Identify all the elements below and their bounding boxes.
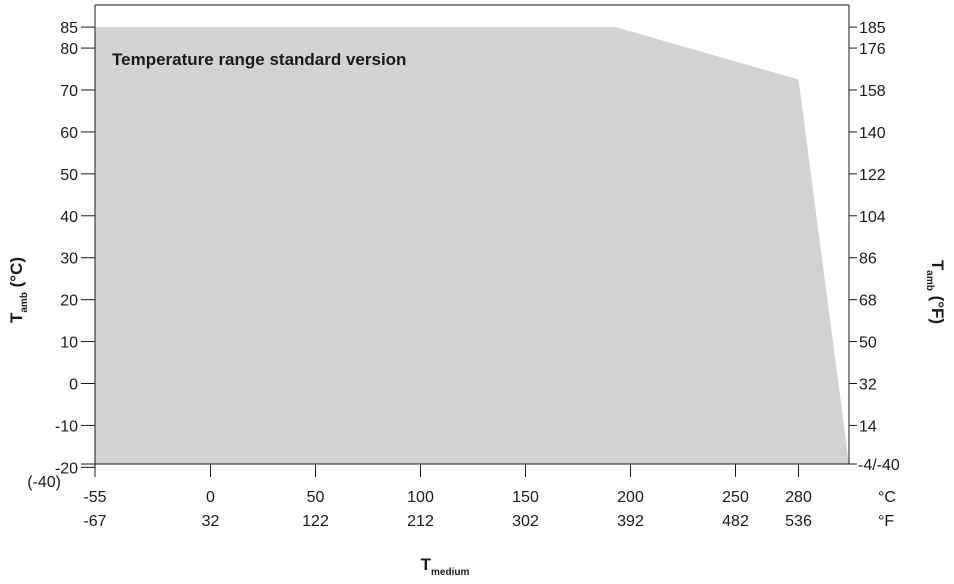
temperature-range-region bbox=[95, 27, 849, 464]
y-axis-title-right-unit: (°F) bbox=[928, 291, 947, 324]
x-tick-label-fahrenheit: 392 bbox=[617, 513, 644, 530]
y-tick-label-left: 70 bbox=[60, 83, 78, 100]
y-tick-label-left: 20 bbox=[60, 293, 78, 310]
y-axis-title-right-sub: amb bbox=[924, 270, 935, 291]
x-unit-celsius: °C bbox=[878, 489, 896, 506]
y-tick-label-right: 185 bbox=[859, 20, 886, 37]
y-tick-label-left: 0 bbox=[69, 377, 78, 394]
y-tick-label-left: 80 bbox=[60, 41, 78, 58]
y-tick-label-right: 140 bbox=[859, 125, 886, 142]
y-tick-label-left: 10 bbox=[60, 335, 78, 352]
y-min-label-right: -4/-40 bbox=[858, 457, 900, 474]
y-tick-label-left: 40 bbox=[60, 209, 78, 226]
y-tick-label-left: 85 bbox=[60, 20, 78, 37]
y-tick-label-right: 32 bbox=[859, 377, 877, 394]
y-tick-label-right: 14 bbox=[859, 418, 877, 435]
y-tick-label-right: 176 bbox=[859, 41, 886, 58]
x-tick-label-celsius: 150 bbox=[512, 489, 539, 506]
x-tick-label-celsius: 280 bbox=[785, 489, 812, 506]
y-tick-label-left: 30 bbox=[60, 251, 78, 268]
tick-group: 8580706050403020100-10-20185176158140122… bbox=[55, 20, 886, 530]
x-tick-label-celsius: 250 bbox=[722, 489, 749, 506]
x-axis-title-main: T bbox=[421, 555, 432, 574]
y-tick-label-right: 68 bbox=[859, 293, 877, 310]
x-tick-label-fahrenheit: 122 bbox=[302, 513, 329, 530]
y-axis-title-left-unit: (°C) bbox=[7, 257, 26, 292]
x-tick-label-celsius: 0 bbox=[206, 489, 215, 506]
x-tick-label-celsius: 100 bbox=[407, 489, 434, 506]
y-axis-title-left-main: T bbox=[7, 312, 26, 323]
x-tick-label-celsius: 200 bbox=[617, 489, 644, 506]
y-tick-label-right: 104 bbox=[859, 209, 886, 226]
y-tick-label-left: -20 bbox=[55, 460, 78, 477]
y-axis-title-right-main: T bbox=[928, 260, 947, 271]
y-tick-label-right: 86 bbox=[859, 251, 877, 268]
x-tick-label-fahrenheit: 32 bbox=[202, 513, 220, 530]
region-label: Temperature range standard version bbox=[112, 50, 406, 69]
x-tick-label-fahrenheit: 482 bbox=[722, 513, 749, 530]
y-tick-label-right: 50 bbox=[859, 335, 877, 352]
y-axis-title-left: Tamb (°C) bbox=[7, 257, 30, 323]
y-axis-title-right: Tamb (°F) bbox=[924, 260, 947, 324]
y-tick-label-right: 158 bbox=[859, 83, 886, 100]
y-tick-label-left: 60 bbox=[60, 125, 78, 142]
x-tick-label-fahrenheit: 212 bbox=[407, 513, 434, 530]
y-axis-title-left-sub: amb bbox=[19, 292, 30, 313]
x-unit-fahrenheit: °F bbox=[878, 513, 894, 530]
x-tick-label-fahrenheit: -67 bbox=[83, 513, 106, 530]
x-tick-label-fahrenheit: 536 bbox=[785, 513, 812, 530]
x-tick-label-celsius: 50 bbox=[307, 489, 325, 506]
x-axis-title: Tmedium bbox=[421, 555, 470, 578]
y-min-label-left: (-40) bbox=[27, 474, 61, 491]
y-tick-label-right: 122 bbox=[859, 167, 886, 184]
x-tick-label-fahrenheit: 302 bbox=[512, 513, 539, 530]
x-axis-title-sub: medium bbox=[431, 567, 469, 578]
y-tick-label-left: 50 bbox=[60, 167, 78, 184]
x-tick-label-celsius: -55 bbox=[83, 489, 106, 506]
y-tick-label-left: -10 bbox=[55, 418, 78, 435]
